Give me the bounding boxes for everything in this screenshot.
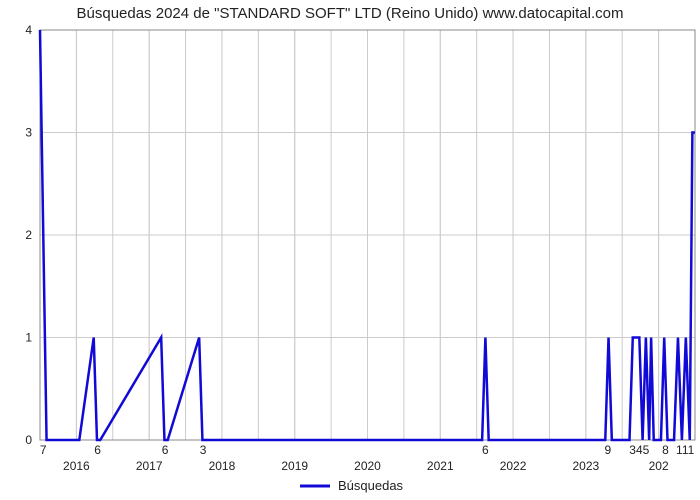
x-year-label: 2021 (427, 459, 454, 473)
x-year-label: 2022 (500, 459, 527, 473)
value-label: 111 (676, 443, 695, 457)
y-tick-label: 2 (25, 228, 32, 242)
y-tick-label: 0 (25, 433, 32, 447)
x-year-label: 2016 (63, 459, 90, 473)
value-label: 6 (482, 443, 489, 457)
x-year-label: 2023 (572, 459, 599, 473)
x-year-label: 2017 (136, 459, 163, 473)
value-label: 3 (200, 443, 207, 457)
x-year-label: 202 (649, 459, 669, 473)
x-year-label: 2019 (281, 459, 308, 473)
value-label: 8 (662, 443, 669, 457)
value-label: 7 (40, 443, 47, 457)
legend-label: Búsquedas (338, 478, 404, 493)
chart-svg: Búsquedas 2024 de "STANDARD SOFT" LTD (R… (0, 0, 700, 500)
value-label: 6 (94, 443, 101, 457)
chart-title: Búsquedas 2024 de "STANDARD SOFT" LTD (R… (77, 5, 624, 22)
y-tick-label: 1 (25, 331, 32, 345)
legend: Búsquedas (300, 478, 404, 493)
value-label: 6 (162, 443, 169, 457)
y-tick-label: 4 (25, 23, 32, 37)
x-year-label: 2020 (354, 459, 381, 473)
chart-container: Búsquedas 2024 de "STANDARD SOFT" LTD (R… (0, 0, 700, 500)
x-year-label: 2018 (209, 459, 236, 473)
value-label: 345 (629, 443, 649, 457)
y-tick-label: 3 (25, 126, 32, 140)
value-label: 9 (605, 443, 612, 457)
